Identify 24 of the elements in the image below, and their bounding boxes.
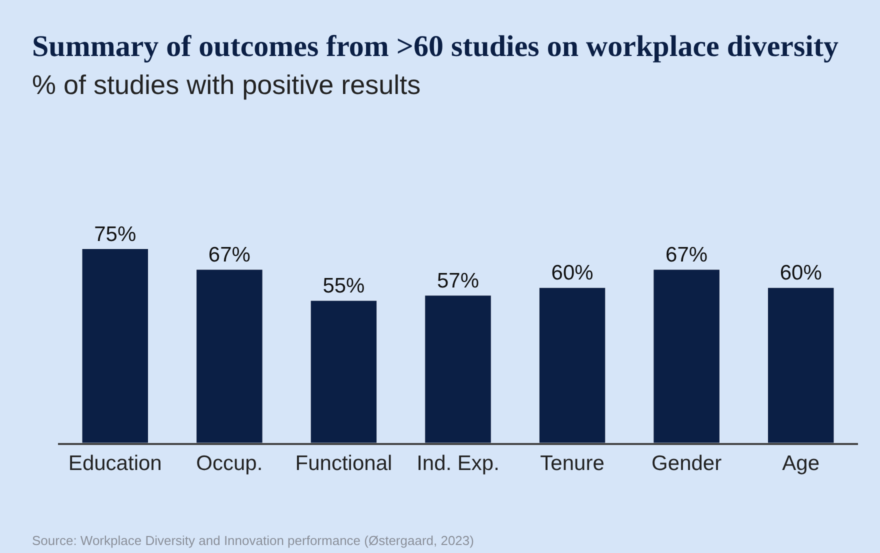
data-label: 57% bbox=[436, 269, 480, 292]
data-label: 60% bbox=[780, 262, 822, 285]
data-label: 67% bbox=[666, 243, 708, 266]
data-label: 55% bbox=[322, 274, 365, 298]
bar bbox=[196, 269, 263, 443]
data-label: 67% bbox=[208, 243, 250, 266]
source-note: Source: Workplace Diversity and Innovation performance (Østergaard, 2023) bbox=[32, 533, 474, 548]
x-tick-label: Ind. Exp. bbox=[416, 452, 500, 476]
chart-subtitle: % of studies with positive results bbox=[32, 70, 421, 100]
bar bbox=[653, 269, 720, 443]
bar bbox=[767, 287, 834, 443]
bar bbox=[310, 300, 378, 443]
data-label: 60% bbox=[551, 262, 594, 285]
bar bbox=[538, 287, 606, 443]
bar bbox=[82, 248, 149, 443]
x-tick-label: Gender bbox=[652, 452, 722, 476]
x-tick-label: Functional bbox=[295, 452, 392, 476]
chart-title: Summary of outcomes from >60 studies on workplace diversity bbox=[32, 30, 838, 63]
data-label: 75% bbox=[94, 222, 136, 246]
bar bbox=[424, 295, 492, 443]
x-tick-label: Tenure bbox=[540, 452, 604, 476]
x-tick-label: Education bbox=[68, 452, 162, 476]
x-tick-label: Age bbox=[782, 452, 820, 476]
x-tick-label: Occup. bbox=[196, 452, 263, 476]
